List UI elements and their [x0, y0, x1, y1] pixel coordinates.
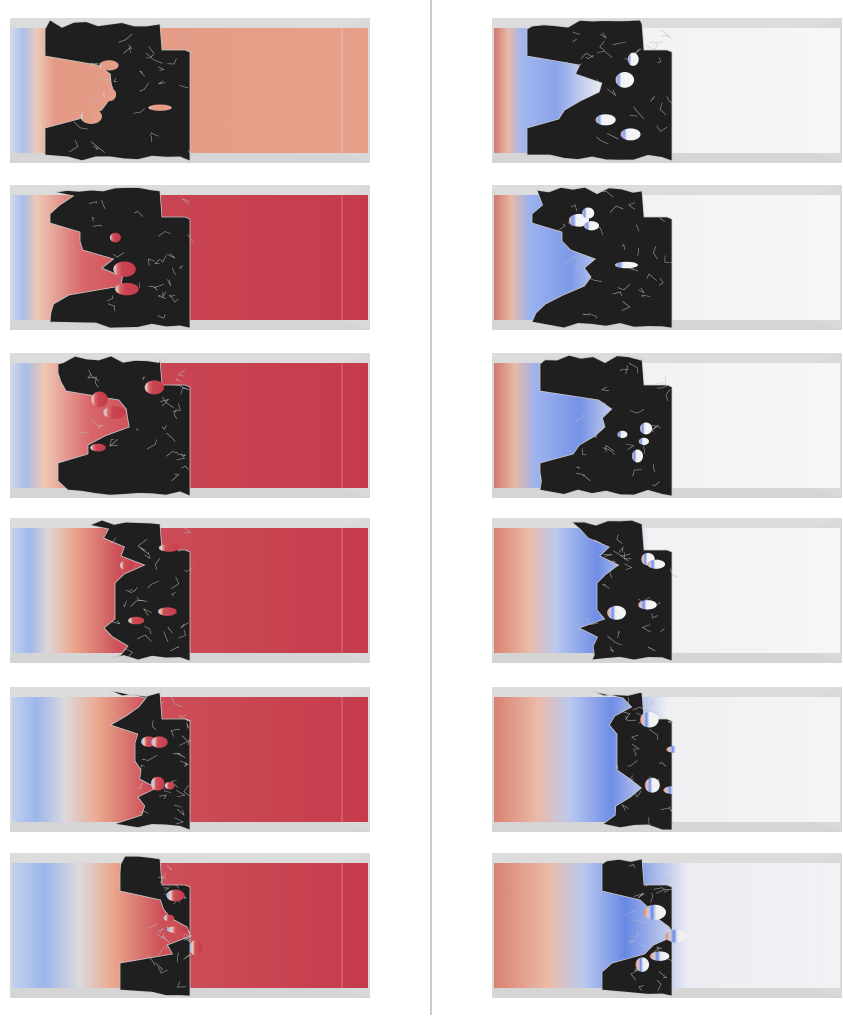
panel [10, 353, 370, 498]
pore [103, 88, 116, 101]
pore [615, 262, 638, 269]
bevel-top [10, 687, 370, 697]
pore [647, 560, 665, 569]
pore [663, 786, 682, 794]
bevel-top [10, 353, 370, 363]
bevel-top [492, 518, 842, 528]
panel [492, 353, 842, 498]
pore [632, 450, 643, 463]
pore [165, 782, 175, 790]
panel [492, 853, 842, 998]
pore [607, 606, 626, 620]
pore [159, 544, 180, 552]
pore [113, 261, 136, 276]
pore [158, 607, 177, 616]
pore [80, 109, 102, 124]
pore [91, 392, 107, 408]
pore [99, 60, 118, 70]
pore [148, 105, 171, 111]
pore [650, 951, 670, 961]
pore [638, 600, 657, 609]
pore [636, 957, 650, 971]
pore [190, 940, 202, 956]
panel [10, 18, 370, 163]
panel [492, 185, 842, 330]
pore [665, 930, 687, 943]
bevel-top [492, 853, 842, 863]
pore [103, 406, 125, 419]
pore [582, 208, 594, 219]
panel [10, 853, 370, 998]
pore [596, 114, 616, 125]
pore [115, 283, 139, 295]
pore [167, 926, 188, 933]
pore [128, 617, 144, 625]
pore [640, 422, 652, 434]
pore [120, 560, 133, 570]
bevel-top [10, 518, 370, 528]
panel [10, 518, 370, 663]
pore [166, 890, 184, 902]
panel [492, 518, 842, 663]
pore [628, 53, 639, 66]
pore [90, 444, 106, 452]
panel [10, 687, 370, 832]
pore [617, 431, 627, 438]
pore [151, 777, 165, 791]
pore [643, 905, 666, 920]
panel [492, 18, 842, 163]
pore [615, 72, 634, 88]
pore [110, 233, 121, 243]
bevel-top [492, 687, 842, 697]
pore [145, 380, 164, 394]
panel [492, 687, 842, 832]
pore [584, 221, 599, 230]
panel [10, 185, 370, 330]
pore [666, 746, 685, 753]
pore [163, 915, 174, 921]
pore [151, 736, 167, 747]
pore [640, 712, 659, 728]
bevel-top [10, 853, 370, 863]
pore [639, 438, 649, 445]
pore [621, 128, 641, 140]
pore [645, 778, 660, 793]
